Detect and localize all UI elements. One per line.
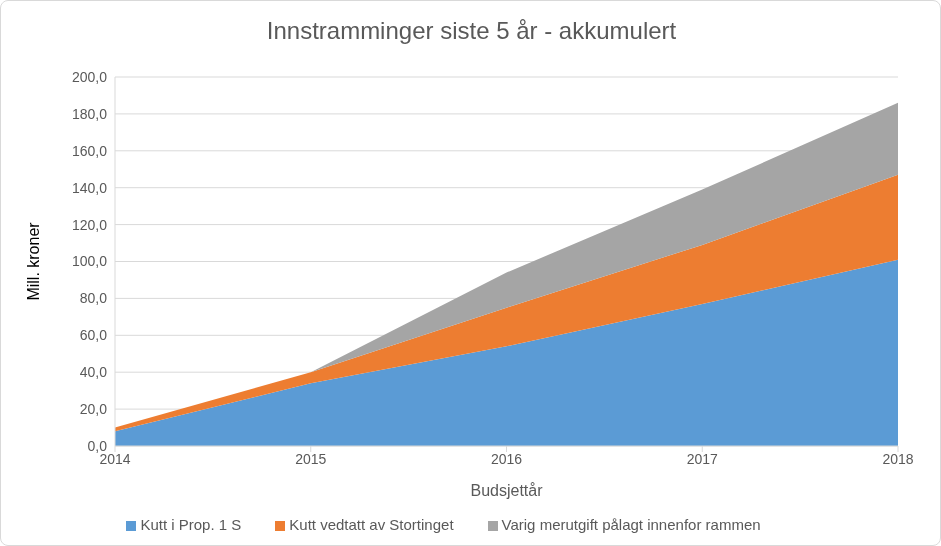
svg-text:2016: 2016 (491, 451, 522, 467)
svg-text:Mill. kroner: Mill. kroner (25, 222, 42, 301)
html-text:Innstramminger siste 5 år - ak: Innstramminger siste 5 år - akkumulert (266, 17, 677, 44)
html-text:Kutt i Prop. 1 S: Kutt i Prop. 1 S (140, 516, 242, 533)
svg-text:0,0: 0,0 (88, 438, 108, 454)
svg-text:160,0: 160,0 (72, 143, 107, 159)
svg-text:2018: 2018 (882, 451, 913, 467)
svg-text:100,0: 100,0 (72, 253, 107, 269)
svg-text:180,0: 180,0 (72, 106, 107, 122)
svg-text:80,0: 80,0 (80, 290, 107, 306)
svg-text:60,0: 60,0 (80, 327, 107, 343)
svg-text:2015: 2015 (295, 451, 326, 467)
svg-text:20,0: 20,0 (80, 401, 107, 417)
html-text:Varig merutgift pålagt innenfo: Varig merutgift pålagt innenfor rammen (501, 516, 761, 533)
svg-text:2017: 2017 (687, 451, 718, 467)
svg-text:200,0: 200,0 (72, 69, 107, 85)
svg-text:2014: 2014 (99, 450, 131, 467)
svg-text:140,0: 140,0 (72, 180, 107, 196)
svg-text:120,0: 120,0 (72, 217, 107, 233)
svg-text:Budsjettår: Budsjettår (470, 482, 543, 499)
svg-text:40,0: 40,0 (80, 364, 107, 380)
html-text:Kutt vedtatt av Stortinget: Kutt vedtatt av Stortinget (289, 516, 454, 533)
